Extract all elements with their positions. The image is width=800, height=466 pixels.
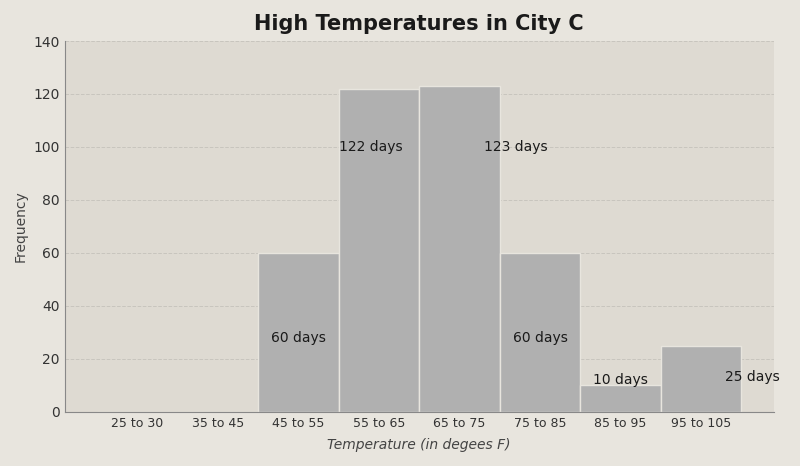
Text: 60 days: 60 days [513, 331, 567, 345]
Bar [500, 253, 580, 412]
Text: 122 days: 122 days [339, 140, 402, 154]
Text: 25 days: 25 days [726, 370, 780, 384]
Title: High Temperatures in City C: High Temperatures in City C [254, 14, 584, 34]
X-axis label: Temperature (in degees F): Temperature (in degees F) [327, 438, 511, 452]
Y-axis label: Frequency: Frequency [14, 191, 28, 262]
Bar [580, 385, 661, 412]
Bar [338, 89, 419, 412]
Bar [419, 86, 500, 412]
Bar [258, 253, 338, 412]
Bar [661, 346, 742, 412]
Text: 60 days: 60 days [271, 331, 326, 345]
Text: 123 days: 123 days [484, 140, 547, 154]
Text: 10 days: 10 days [593, 373, 648, 387]
